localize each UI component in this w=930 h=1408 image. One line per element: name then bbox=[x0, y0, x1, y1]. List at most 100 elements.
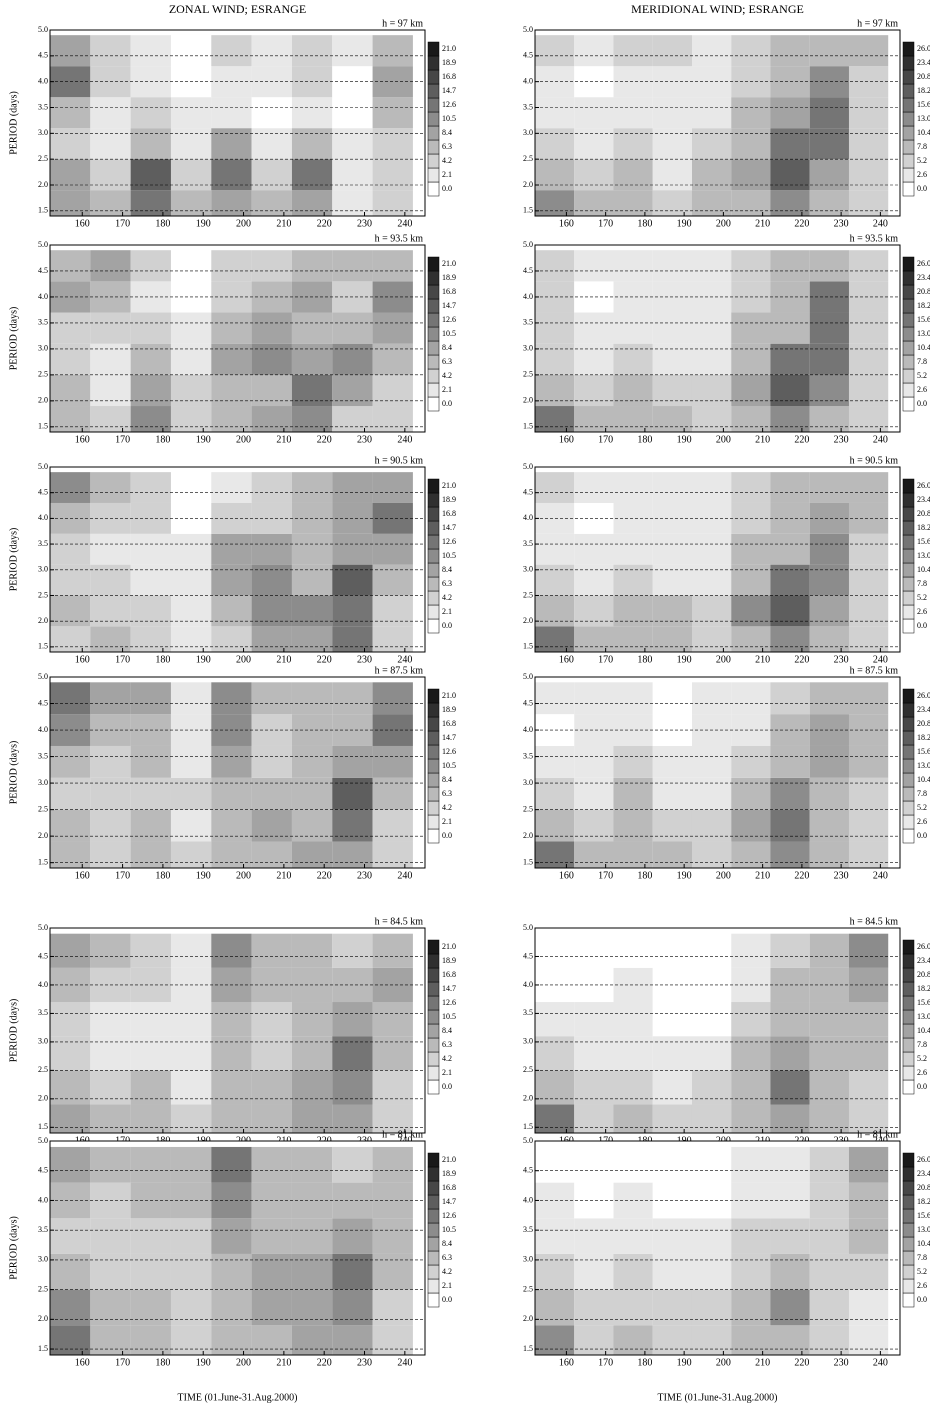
colorbar-box bbox=[427, 1166, 440, 1182]
colorbar-box bbox=[427, 1180, 440, 1196]
colorbar-box bbox=[427, 396, 440, 412]
colorbar-box bbox=[902, 97, 915, 113]
contour-cell bbox=[848, 777, 889, 810]
colorbar-box bbox=[427, 995, 440, 1011]
height-label: h = 81 km bbox=[382, 1129, 423, 1140]
contour-cell bbox=[691, 777, 732, 810]
colorbar-label: 13.0 bbox=[917, 761, 930, 770]
height-label: h = 84.5 km bbox=[375, 916, 424, 927]
contour-cell bbox=[130, 1002, 171, 1037]
x-tick-label: 170 bbox=[115, 434, 130, 445]
y-axis-title: PERIOD (days) bbox=[8, 91, 19, 155]
contour-cell bbox=[809, 1104, 849, 1133]
plot-frame bbox=[534, 29, 901, 217]
y-tick-label: 3.5 bbox=[38, 539, 48, 548]
colorbar-label: 20.8 bbox=[917, 509, 930, 518]
x-tick-label: 230 bbox=[834, 1357, 849, 1368]
x-tick-label: 190 bbox=[677, 434, 692, 445]
x-tick-label: 190 bbox=[196, 434, 211, 445]
y-tick-label: 3.0 bbox=[38, 778, 48, 787]
colorbar-box bbox=[902, 814, 915, 830]
x-tick-label: 210 bbox=[755, 870, 770, 881]
colorbar-label: 2.1 bbox=[442, 1281, 452, 1290]
contour-cell bbox=[652, 1070, 692, 1105]
contour-cell bbox=[613, 1002, 653, 1037]
x-tick-label: 190 bbox=[196, 1357, 211, 1368]
colorbar-box bbox=[427, 534, 440, 550]
x-tick-label: 180 bbox=[637, 654, 652, 665]
contour-cell bbox=[332, 841, 373, 868]
contour-cell bbox=[848, 1218, 889, 1254]
colorbar-label: 21.0 bbox=[442, 942, 456, 951]
y-tick-label: 5.0 bbox=[523, 672, 533, 681]
colorbar-label: 15.6 bbox=[917, 1211, 930, 1220]
x-tick-label: 210 bbox=[276, 434, 291, 445]
contour-cell bbox=[809, 841, 849, 868]
colorbar-box bbox=[902, 1166, 915, 1182]
contour-cell bbox=[652, 1104, 692, 1133]
colorbar-box bbox=[902, 1264, 915, 1280]
contour-cell bbox=[574, 97, 614, 129]
y-tick-label: 4.5 bbox=[523, 951, 533, 960]
contour-cell bbox=[50, 406, 91, 432]
y-tick-label: 3.5 bbox=[38, 102, 48, 111]
x-tick-label: 210 bbox=[276, 654, 291, 665]
contour-cell bbox=[291, 374, 333, 407]
contour-cell bbox=[332, 933, 373, 968]
colorbar-box bbox=[902, 298, 915, 314]
contour-cell bbox=[691, 841, 732, 868]
x-tick-label: 200 bbox=[716, 434, 731, 445]
colorbar-box bbox=[902, 139, 915, 155]
contour-cell bbox=[90, 312, 131, 344]
colorbar-label: 0.0 bbox=[442, 1295, 452, 1304]
contour-cell bbox=[691, 343, 732, 375]
contour-cell bbox=[770, 626, 810, 652]
x-tick-label: 230 bbox=[834, 870, 849, 881]
contour-cell bbox=[652, 35, 692, 67]
contour-cell bbox=[731, 809, 771, 842]
contour-cell bbox=[372, 97, 413, 129]
height-label: h = 97 km bbox=[857, 18, 898, 29]
y-tick-label: 3.0 bbox=[523, 565, 533, 574]
colorbar-label: 6.3 bbox=[442, 1040, 452, 1049]
y-tick-label: 3.0 bbox=[523, 128, 533, 137]
contour-cell bbox=[211, 1218, 252, 1254]
contour-cell bbox=[535, 1325, 575, 1355]
y-tick-label: 1.5 bbox=[523, 642, 533, 651]
contour-cell bbox=[809, 626, 849, 652]
contour-cell bbox=[731, 682, 771, 715]
colorbar-box bbox=[902, 368, 915, 384]
y-tick-label: 5.0 bbox=[38, 923, 48, 932]
contour-cell bbox=[211, 159, 252, 191]
x-tick-label: 220 bbox=[317, 434, 332, 445]
colorbar-box bbox=[902, 1208, 915, 1224]
colorbar-box bbox=[902, 382, 915, 398]
contour-cell bbox=[574, 626, 614, 652]
colorbar-box bbox=[427, 1278, 440, 1294]
contour-cell bbox=[848, 1325, 889, 1355]
contour-cell bbox=[731, 159, 771, 191]
colorbar-box bbox=[902, 111, 915, 127]
contour-cell bbox=[848, 159, 889, 191]
contour-cell bbox=[574, 682, 614, 715]
y-tick-label: 1.5 bbox=[38, 1122, 48, 1131]
contour-cell bbox=[770, 472, 810, 503]
y-tick-label: 4.0 bbox=[523, 513, 533, 522]
colorbar-label: 16.8 bbox=[442, 719, 456, 728]
contour-cell bbox=[652, 564, 692, 596]
contour-cell bbox=[251, 1036, 292, 1071]
contour-cell bbox=[613, 564, 653, 596]
contour-cell bbox=[50, 35, 91, 67]
y-tick-label: 4.5 bbox=[38, 1166, 48, 1175]
colorbar-box bbox=[902, 396, 915, 412]
contour-cell bbox=[731, 472, 771, 503]
colorbar-box bbox=[427, 340, 440, 356]
contour-cell bbox=[848, 1070, 889, 1105]
x-tick-label: 220 bbox=[317, 654, 332, 665]
colorbar-label: 16.8 bbox=[442, 509, 456, 518]
colorbar-label: 10.4 bbox=[917, 565, 930, 574]
contour-cell bbox=[170, 159, 212, 191]
contour-cell bbox=[332, 35, 373, 67]
x-tick-label: 200 bbox=[716, 654, 731, 665]
